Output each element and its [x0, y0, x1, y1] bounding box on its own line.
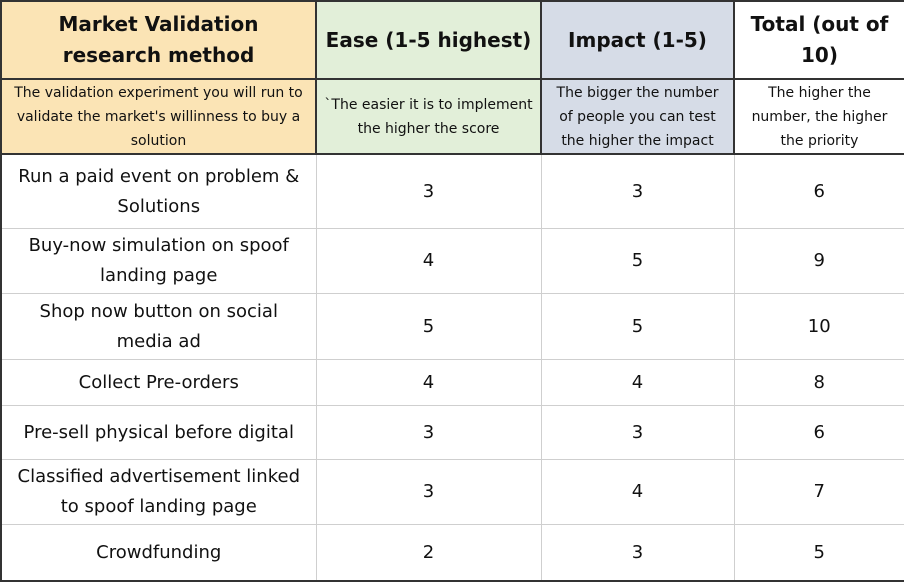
- score-cell: 4: [315, 228, 542, 294]
- method-cell: Pre-sell physical before digital: [0, 405, 317, 460]
- method-cell: Classified advertisement linked to spoof…: [0, 459, 317, 525]
- score-cell: 4: [540, 459, 735, 525]
- method-cell: Collect Pre-orders: [0, 359, 317, 406]
- score-cell: 9: [733, 228, 904, 294]
- score-cell: 8: [733, 359, 904, 406]
- score-cell: 5: [540, 228, 735, 294]
- score-cell: 6: [733, 405, 904, 460]
- description-row: The validation experiment you will run t…: [0, 78, 904, 155]
- header-cell: Total (out of 10): [733, 0, 904, 80]
- header-cell: Ease (1-5 highest): [315, 0, 542, 80]
- method-cell: Crowdfunding: [0, 524, 317, 582]
- description-cell: The validation experiment you will run t…: [0, 78, 317, 155]
- description-cell: `The easier it is to implement the highe…: [315, 78, 542, 155]
- score-cell: 3: [315, 153, 542, 229]
- method-cell: Buy-now simulation on spoof landing page: [0, 228, 317, 294]
- data-row: Classified advertisement linked to spoof…: [0, 459, 904, 525]
- method-cell: Shop now button on social media ad: [0, 293, 317, 360]
- score-cell: 3: [540, 405, 735, 460]
- score-cell: 4: [540, 359, 735, 406]
- score-cell: 7: [733, 459, 904, 525]
- score-cell: 5: [315, 293, 542, 360]
- header-row: Market Validation research method Ease (…: [0, 0, 904, 80]
- method-cell: Run a paid event on problem & Solutions: [0, 153, 317, 229]
- data-row: Buy-now simulation on spoof landing page…: [0, 228, 904, 294]
- score-cell: 6: [733, 153, 904, 229]
- score-cell: 3: [540, 524, 735, 582]
- data-row: Pre-sell physical before digital 3 3 6: [0, 405, 904, 460]
- score-cell: 3: [540, 153, 735, 229]
- score-cell: 4: [315, 359, 542, 406]
- header-cell: Market Validation research method: [0, 0, 317, 80]
- score-cell: 2: [315, 524, 542, 582]
- score-cell: 3: [315, 459, 542, 525]
- data-row: Crowdfunding 2 3 5: [0, 524, 904, 582]
- data-row: Run a paid event on problem & Solutions 3…: [0, 153, 904, 229]
- description-cell: The bigger the number of people you can …: [540, 78, 735, 155]
- data-row: Shop now button on social media ad 5 5 10: [0, 293, 904, 360]
- description-cell: The higher the number, the higher the pr…: [733, 78, 904, 155]
- score-cell: 10: [733, 293, 904, 360]
- score-cell: 5: [733, 524, 904, 582]
- data-row: Collect Pre-orders 4 4 8: [0, 359, 904, 406]
- score-cell: 5: [540, 293, 735, 360]
- header-cell: Impact (1-5): [540, 0, 735, 80]
- score-cell: 3: [315, 405, 542, 460]
